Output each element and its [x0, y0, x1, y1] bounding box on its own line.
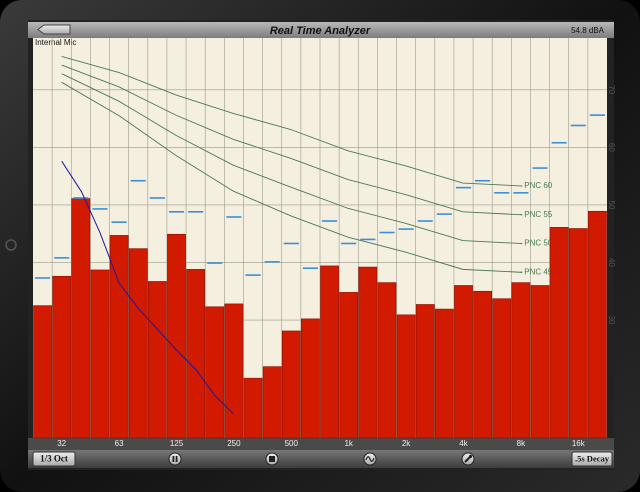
level-bar [186, 269, 205, 439]
level-bar [320, 265, 339, 439]
decay-label: .5s Decay [575, 453, 610, 463]
y-tick-label: 60 [607, 143, 616, 152]
threshold-line [61, 160, 234, 415]
x-tick-label: 250 [227, 439, 241, 448]
x-tick-label: 125 [170, 439, 184, 448]
level-bar [205, 306, 225, 439]
pnc-label: PNC 55 [524, 210, 553, 219]
x-tick-label: 32 [57, 439, 66, 448]
toolbar [28, 450, 614, 468]
level-bar [377, 282, 397, 439]
level-bar [33, 305, 52, 439]
level-bar [530, 285, 550, 439]
level-bar [71, 198, 91, 439]
level-bar [568, 228, 588, 439]
y-tick-label: 50 [607, 200, 616, 209]
pause-button[interactable] [168, 452, 182, 466]
x-tick-label: 500 [285, 439, 299, 448]
level-bar [243, 377, 263, 439]
level-bar [588, 210, 607, 439]
level-readout: 54.8 dBA [571, 26, 605, 35]
y-tick-label: 30 [607, 316, 616, 325]
level-bar [167, 233, 186, 439]
y-tick-label: 70 [607, 85, 616, 94]
decay-button[interactable] [571, 451, 613, 467]
pnc-curve [61, 55, 523, 187]
settings-button[interactable] [461, 452, 475, 466]
x-tick-label: 2k [402, 439, 411, 448]
level-bar [148, 281, 167, 439]
level-bar [339, 292, 359, 439]
level-bar [262, 366, 282, 439]
level-bar [511, 282, 531, 439]
y-tick-label: 40 [607, 258, 616, 267]
curve-button[interactable] [363, 452, 377, 466]
rta-chart: 30 40 50 60 70 PNC 60 PNC 55 PNC 50 PNC 45 32 63 12… [33, 38, 616, 448]
pnc-label: PNC 60 [524, 181, 553, 190]
level-bar [281, 330, 301, 439]
level-bar [454, 285, 473, 439]
pnc-curve [61, 64, 523, 216]
level-bar [128, 248, 148, 439]
resolution-label: 1/3 Oct [40, 454, 68, 464]
pnc-curve [61, 81, 523, 273]
level-bar [549, 227, 569, 439]
title-bar [28, 22, 614, 38]
level-bar [109, 235, 129, 439]
resolution-button[interactable] [32, 451, 76, 467]
level-bar [434, 308, 454, 439]
level-bar [224, 303, 244, 439]
level-bar [415, 304, 435, 439]
x-tick-label: 63 [115, 439, 124, 448]
level-bar [358, 266, 378, 439]
x-tick-label: 1k [344, 439, 353, 448]
pnc-label: PNC 50 [524, 239, 553, 248]
level-bar [396, 314, 416, 439]
input-label: Internal Mic [35, 38, 76, 47]
x-tick-label: 16k [572, 439, 586, 448]
pnc-curve [61, 73, 523, 244]
level-bar [301, 318, 320, 439]
back-button[interactable] [37, 24, 71, 35]
frequency-axis-strip [28, 438, 614, 450]
snapshot-button[interactable] [265, 452, 279, 466]
pnc-label: PNC 45 [524, 267, 553, 276]
level-bar [492, 298, 512, 439]
home-button[interactable] [5, 239, 17, 251]
level-bar [473, 290, 493, 439]
level-bar [90, 269, 110, 439]
x-tick-label: 4k [459, 439, 468, 448]
x-tick-label: 8k [517, 439, 526, 448]
app-title: Real Time Analyzer [270, 25, 371, 37]
level-bar [52, 275, 72, 439]
